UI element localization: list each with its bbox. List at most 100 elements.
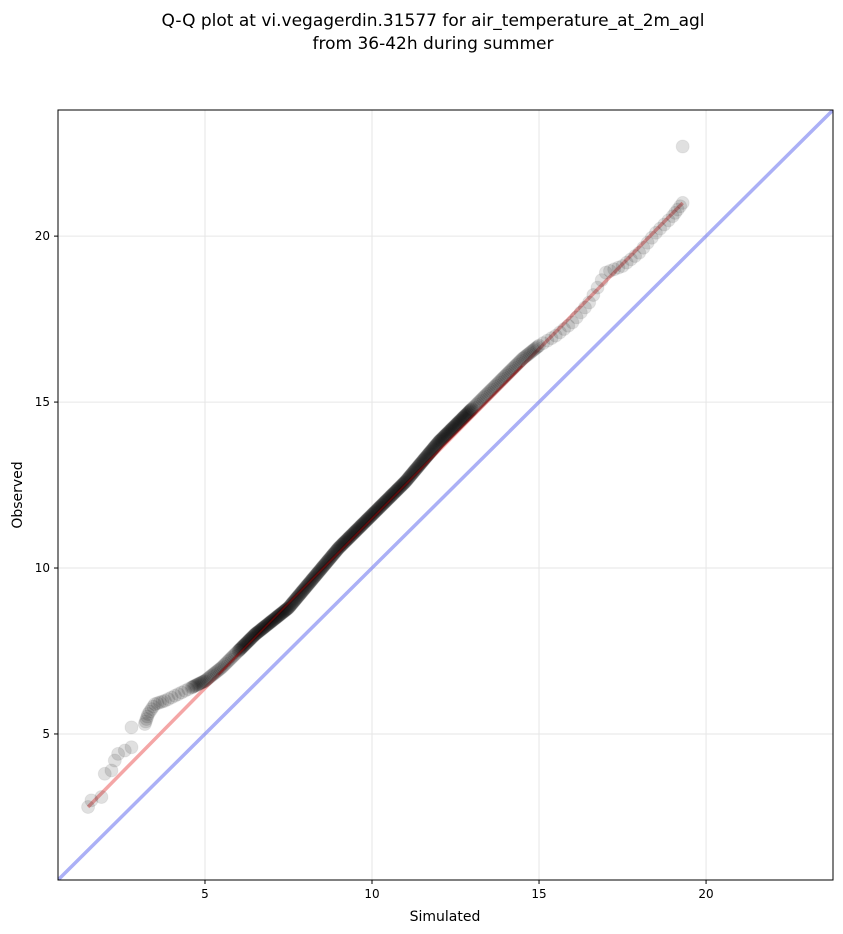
quantile-point <box>271 608 286 623</box>
quantile-point <box>327 545 342 560</box>
quantile-point <box>461 405 476 420</box>
quantile-point <box>552 325 567 340</box>
quantile-point <box>278 603 293 618</box>
quantile-point <box>220 655 235 670</box>
quantile-point <box>338 534 353 549</box>
quantile-point <box>548 328 563 343</box>
quantile-point <box>250 625 265 640</box>
quantile-point <box>248 626 263 641</box>
quantile-point <box>290 590 305 605</box>
quantile-point <box>251 624 266 639</box>
quantile-point <box>210 663 225 678</box>
quantile-point <box>469 397 484 412</box>
quantile-point <box>238 636 253 651</box>
quantile-point <box>448 418 463 433</box>
quantile-point <box>195 674 210 689</box>
quantile-point <box>460 406 475 421</box>
quantile-point <box>405 466 420 481</box>
quantile-point <box>147 697 162 712</box>
quantile-point <box>427 439 442 454</box>
quantile-point <box>281 600 296 615</box>
quantile-point <box>402 469 417 484</box>
quantile-point <box>275 605 290 620</box>
quantile-point <box>287 593 302 608</box>
quantile-point <box>268 611 283 626</box>
quantile-point <box>287 593 302 608</box>
quantile-point <box>454 411 469 426</box>
quantile-point <box>192 676 207 691</box>
y-axis: 5 10 15 20 <box>35 229 58 741</box>
quantile-point <box>347 525 362 540</box>
quantile-point <box>376 496 391 511</box>
quantile-point <box>197 673 212 688</box>
quantile-point <box>384 488 399 503</box>
quantile-point <box>372 500 387 515</box>
quantile-point <box>246 628 261 643</box>
y-tick-label: 10 <box>35 561 50 575</box>
quantile-point <box>449 417 464 432</box>
quantile-point <box>285 595 300 610</box>
quantile-point <box>322 551 337 566</box>
quantile-point <box>332 540 347 555</box>
quantile-point <box>463 402 478 417</box>
quantile-point <box>140 709 155 724</box>
quantile-point <box>436 429 451 444</box>
quantile-point <box>400 471 415 486</box>
quantile-point <box>324 549 339 564</box>
quantile-point <box>146 699 161 714</box>
quantile-point <box>203 669 218 684</box>
quantile-point <box>375 497 390 512</box>
quantile-point <box>340 532 355 547</box>
quantile-point <box>351 521 366 536</box>
quantile-point <box>341 531 356 546</box>
quantile-point <box>391 481 406 496</box>
quantile-point <box>366 505 381 520</box>
quantile-point <box>314 561 329 576</box>
quantile-point <box>217 657 232 672</box>
quantile-point <box>347 525 362 540</box>
quantile-point <box>237 637 252 652</box>
quantile-point <box>294 584 309 599</box>
y-axis-label: Observed <box>10 461 26 528</box>
plot-frame <box>57 109 834 881</box>
quantile-point <box>326 547 341 562</box>
quantile-point <box>293 587 308 602</box>
quantile-point <box>284 597 299 612</box>
quantile-point <box>209 665 224 680</box>
quantile-point <box>224 650 239 665</box>
quantile-point <box>295 583 310 598</box>
quantile-point <box>435 431 450 446</box>
quantile-point <box>393 479 408 494</box>
quantile-point <box>390 482 405 497</box>
quantile-point <box>283 598 298 613</box>
quantile-point <box>573 305 588 320</box>
quantile-point <box>206 667 221 682</box>
quantile-point <box>254 622 269 637</box>
quantile-point <box>299 579 314 594</box>
quantile-point <box>214 660 229 675</box>
quantile-point <box>285 596 300 611</box>
quantile-point <box>240 635 255 650</box>
quantile-point <box>657 217 672 232</box>
quantile-point <box>437 429 452 444</box>
quantile-point <box>391 481 406 496</box>
quantile-point <box>207 666 222 681</box>
quantile-point <box>253 622 268 637</box>
quantile-point <box>248 627 263 642</box>
quantile-point <box>640 235 655 250</box>
quantile-point <box>338 534 353 549</box>
quantile-point <box>409 461 424 476</box>
quantile-point <box>668 205 683 220</box>
quantile-point <box>356 516 371 531</box>
quantile-point <box>453 413 468 428</box>
quantile-point <box>241 634 256 649</box>
quantile-point <box>598 265 613 280</box>
quantile-point <box>458 408 473 423</box>
quantile-point <box>523 345 538 360</box>
quantile-point <box>343 528 358 543</box>
quantile-point <box>331 541 346 556</box>
quantile-point <box>276 604 291 619</box>
quantile-point <box>590 280 605 295</box>
quantile-point <box>255 621 270 636</box>
quantile-point <box>516 350 531 365</box>
